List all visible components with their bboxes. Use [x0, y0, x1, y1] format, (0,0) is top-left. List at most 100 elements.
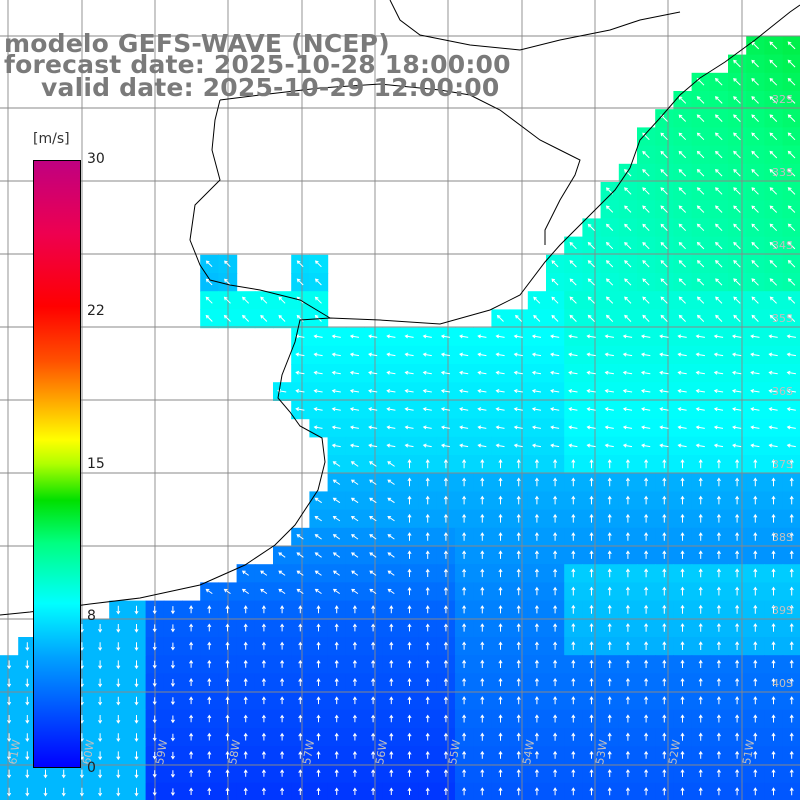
wind-arrow [314, 296, 322, 304]
wind-arrow [316, 714, 321, 723]
wind-arrow [369, 570, 377, 576]
wind-arrow [278, 552, 286, 558]
wind-arrow [296, 570, 304, 576]
wind-arrow [751, 168, 759, 177]
wind-arrow [569, 241, 577, 250]
wind-arrow [98, 787, 103, 797]
wind-arrow [425, 659, 430, 668]
wind-arrow [298, 696, 303, 705]
wind-arrow [260, 570, 268, 576]
wind-arrow [787, 314, 796, 322]
wind-arrow [531, 370, 542, 375]
wind-arrow [369, 515, 377, 522]
wind-arrow [387, 461, 395, 467]
wind-arrow [662, 750, 667, 759]
wind-arrow [425, 586, 430, 596]
wind-arrow [516, 677, 521, 687]
wind-arrow [407, 659, 412, 668]
wind-arrow [769, 132, 778, 141]
wind-arrow [189, 678, 194, 686]
wind-arrow [242, 296, 250, 304]
wind-arrow [170, 679, 175, 687]
wind-arrow [642, 296, 650, 304]
wind-arrow [680, 586, 685, 596]
wind-arrow [696, 260, 705, 268]
wind-arrow [369, 461, 377, 467]
wind-arrow [498, 586, 503, 596]
wind-arrow [733, 278, 741, 286]
wind-arrow [371, 750, 376, 759]
wind-arrow [624, 296, 632, 304]
wind-arrow [660, 169, 668, 177]
wind-arrow [25, 642, 30, 651]
wind-arrow [735, 477, 740, 487]
wind-arrow [387, 570, 395, 576]
wind-arrow [789, 732, 794, 741]
wind-arrow [407, 459, 412, 469]
wind-arrow [462, 623, 467, 632]
wind-arrow [170, 642, 175, 651]
wind-arrow [443, 623, 448, 632]
wind-arrow [568, 443, 578, 448]
wind-arrow [660, 241, 668, 250]
wind-arrow [625, 787, 630, 796]
wind-arrow [261, 769, 266, 777]
wind-arrow [553, 586, 558, 596]
wind-arrow [189, 750, 194, 759]
wind-arrow [407, 568, 412, 577]
wind-arrow [371, 623, 376, 632]
wind-arrow [515, 314, 523, 322]
wind-arrow [713, 370, 724, 375]
wind-arrow [789, 568, 794, 578]
wind-arrow [61, 769, 66, 779]
wind-arrow [753, 568, 758, 578]
wind-arrow [152, 715, 157, 724]
wind-arrow [571, 459, 576, 469]
wind-arrow [568, 370, 578, 375]
wind-arrow [550, 407, 560, 412]
wind-arrow [771, 696, 776, 705]
wind-arrow [571, 750, 576, 759]
wind-arrow [662, 568, 667, 578]
wind-arrow [425, 459, 430, 469]
wind-arrow [695, 334, 705, 339]
wind-arrow [480, 586, 485, 596]
wind-arrow [768, 370, 778, 375]
wind-arrow [662, 769, 667, 777]
wind-arrow [642, 314, 650, 322]
wind-arrow [280, 696, 285, 705]
wind-arrow [680, 750, 685, 759]
wind-arrow [295, 407, 305, 412]
wind-arrow [296, 534, 304, 540]
wind-arrow [698, 641, 703, 650]
wind-arrow [771, 714, 776, 723]
wind-arrow [534, 550, 539, 559]
wind-arrow [43, 769, 48, 779]
wind-arrow [677, 388, 687, 393]
wind-arrow [751, 59, 759, 68]
wind-arrow [534, 568, 539, 578]
wind-arrow [624, 169, 632, 177]
wind-arrow [459, 388, 469, 393]
wind-arrow [625, 532, 630, 541]
wind-arrow [480, 787, 485, 796]
wind-arrow [79, 787, 84, 797]
wind-arrow [771, 586, 776, 596]
wind-arrow [531, 388, 542, 393]
wind-arrow [642, 241, 650, 250]
wind-arrow [713, 425, 724, 430]
wind-arrow [516, 714, 521, 723]
wind-arrow [98, 678, 103, 688]
wind-arrow [662, 604, 667, 614]
wind-arrow [331, 352, 341, 357]
wind-arrow [625, 550, 630, 559]
wind-arrow [331, 425, 341, 430]
wind-arrow [678, 96, 687, 104]
wind-arrow [225, 787, 230, 795]
wind-arrow [349, 388, 360, 393]
wind-arrow [352, 769, 357, 777]
wind-arrow [298, 750, 303, 759]
wind-arrow [369, 534, 377, 540]
wind-arrow [696, 96, 705, 104]
wind-arrow [604, 407, 614, 412]
